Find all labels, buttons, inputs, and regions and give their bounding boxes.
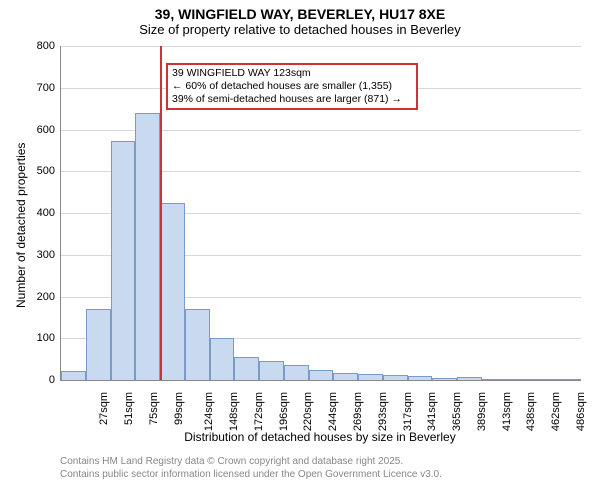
histogram-bar — [531, 379, 556, 380]
histogram-bar — [111, 141, 136, 380]
x-tick-label: 438sqm — [525, 392, 537, 431]
x-tick-label: 486sqm — [575, 392, 587, 431]
title-line-2: Size of property relative to detached ho… — [0, 22, 600, 41]
annotation-line: 39% of semi-detached houses are larger (… — [172, 93, 412, 106]
credit-line-2: Contains public sector information licen… — [60, 469, 442, 482]
histogram-bar — [482, 379, 507, 380]
x-tick-label: 244sqm — [327, 392, 339, 431]
histogram-bar — [234, 357, 259, 380]
y-tick-label: 300 — [25, 249, 55, 261]
reference-line — [160, 46, 162, 380]
x-tick-label: 317sqm — [402, 392, 414, 431]
x-tick-label: 365sqm — [451, 392, 463, 431]
title-line-1: 39, WINGFIELD WAY, BEVERLEY, HU17 8XE — [0, 0, 600, 22]
credits: Contains HM Land Registry data © Crown c… — [60, 456, 442, 481]
x-tick-label: 462sqm — [550, 392, 562, 431]
x-tick-label: 389sqm — [476, 392, 488, 431]
histogram-bar — [259, 361, 284, 380]
histogram-bar — [135, 113, 160, 380]
annotation-line: 39 WINGFIELD WAY 123sqm — [172, 67, 412, 80]
x-tick-label: 269sqm — [352, 392, 364, 431]
histogram-bar — [333, 373, 358, 381]
title-block: 39, WINGFIELD WAY, BEVERLEY, HU17 8XE Si… — [0, 0, 600, 41]
histogram-bar — [507, 379, 532, 380]
x-tick-label: 51sqm — [123, 392, 135, 425]
histogram-bar — [284, 365, 309, 380]
x-tick-label: 413sqm — [501, 392, 513, 431]
histogram-bar — [408, 376, 433, 380]
y-tick-label: 100 — [25, 332, 55, 344]
x-tick-label: 196sqm — [278, 392, 290, 431]
y-tick-label: 200 — [25, 291, 55, 303]
histogram-bar — [457, 377, 482, 380]
x-tick-label: 220sqm — [303, 392, 315, 431]
y-tick-label: 400 — [25, 207, 55, 219]
y-tick-label: 0 — [25, 374, 55, 386]
y-tick-label: 500 — [25, 165, 55, 177]
histogram-bar — [185, 309, 210, 380]
x-axis-title: Distribution of detached houses by size … — [60, 430, 580, 444]
histogram-bar — [86, 309, 111, 380]
x-tick-label: 293sqm — [377, 392, 389, 431]
annotation-line: ← 60% of detached houses are smaller (1,… — [172, 80, 412, 93]
histogram-bar — [556, 379, 581, 380]
credit-line-1: Contains HM Land Registry data © Crown c… — [60, 456, 442, 469]
histogram-bar — [358, 374, 383, 380]
annotation-box: 39 WINGFIELD WAY 123sqm← 60% of detached… — [166, 63, 418, 110]
x-tick-label: 172sqm — [253, 392, 265, 431]
x-tick-label: 75sqm — [148, 392, 160, 425]
x-tick-label: 148sqm — [228, 392, 240, 431]
histogram-bar — [309, 370, 334, 380]
y-tick-label: 700 — [25, 82, 55, 94]
x-tick-label: 27sqm — [98, 392, 110, 425]
histogram-bar — [160, 203, 185, 380]
x-tick-label: 99sqm — [173, 392, 185, 425]
y-tick-label: 600 — [25, 124, 55, 136]
histogram-bar — [432, 378, 457, 381]
histogram-bar — [61, 371, 86, 380]
gridline — [61, 46, 581, 47]
histogram-bar — [383, 375, 408, 380]
x-tick-label: 124sqm — [204, 392, 216, 431]
histogram-bar — [210, 338, 235, 380]
plot-area: 010020030040050060070080027sqm51sqm75sqm… — [60, 46, 581, 381]
figure: 39, WINGFIELD WAY, BEVERLEY, HU17 8XE Si… — [0, 0, 600, 500]
y-tick-label: 800 — [25, 40, 55, 52]
x-tick-label: 341sqm — [426, 392, 438, 431]
